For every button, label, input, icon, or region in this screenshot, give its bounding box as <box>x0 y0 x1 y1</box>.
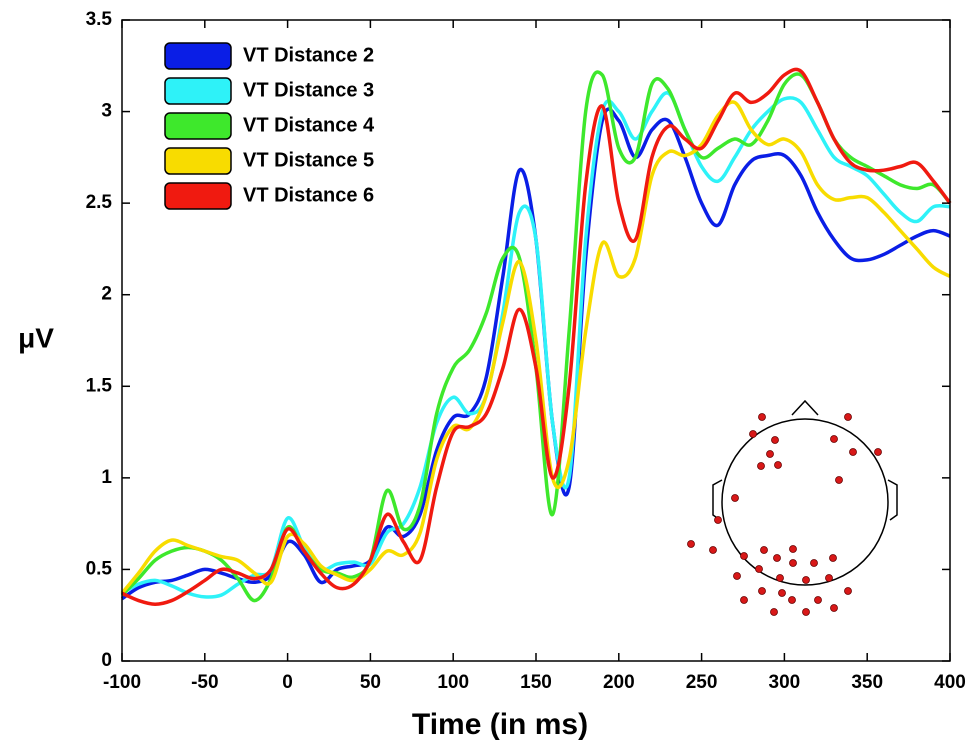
y-tick-label: 3 <box>101 101 112 122</box>
y-axis-label: μV <box>18 322 54 353</box>
head-inset <box>687 399 898 616</box>
x-tick-label: -50 <box>191 672 218 693</box>
y-tick-label: 0 <box>101 650 112 671</box>
x-tick-label: 250 <box>686 672 718 693</box>
y-tick-label: 1.5 <box>86 375 113 396</box>
y-tick-label: 2 <box>101 284 112 305</box>
legend-label: VT Distance 5 <box>243 149 374 171</box>
legend-swatch <box>164 77 232 105</box>
y-tick-label: 3.5 <box>86 9 113 30</box>
y-tick-label: 1 <box>101 467 112 488</box>
ear <box>712 479 723 521</box>
line-series <box>120 100 951 595</box>
electrodes <box>687 413 882 616</box>
x-tick-label: 100 <box>437 672 469 693</box>
legend-swatch <box>164 182 232 210</box>
legend-swatch <box>164 42 232 70</box>
y-tick-label: 0.5 <box>86 558 113 579</box>
legend-label: VT Distance 6 <box>243 184 374 206</box>
x-tick-label: 0 <box>282 672 293 693</box>
x-tick-label: 300 <box>769 672 801 693</box>
ear <box>887 479 898 521</box>
nose <box>791 399 819 416</box>
legend-swatch <box>164 147 232 175</box>
x-tick-label: 400 <box>934 672 966 693</box>
head-outline <box>721 418 889 586</box>
legend-label: VT Distance 4 <box>243 114 375 136</box>
y-tick-label: 2.5 <box>86 192 113 213</box>
legend-label: VT Distance 3 <box>243 79 374 101</box>
line-series <box>121 67 952 606</box>
x-tick-label: -100 <box>103 672 141 693</box>
legend-label: VT Distance 2 <box>243 44 374 66</box>
x-tick-label: 200 <box>603 672 635 693</box>
x-tick-label: 50 <box>360 672 381 693</box>
legend-swatch <box>164 112 232 140</box>
x-axis-label: Time (in ms) <box>412 708 588 741</box>
line-series <box>121 107 951 601</box>
x-tick-label: 150 <box>520 672 552 693</box>
x-tick-label: 350 <box>851 672 883 693</box>
